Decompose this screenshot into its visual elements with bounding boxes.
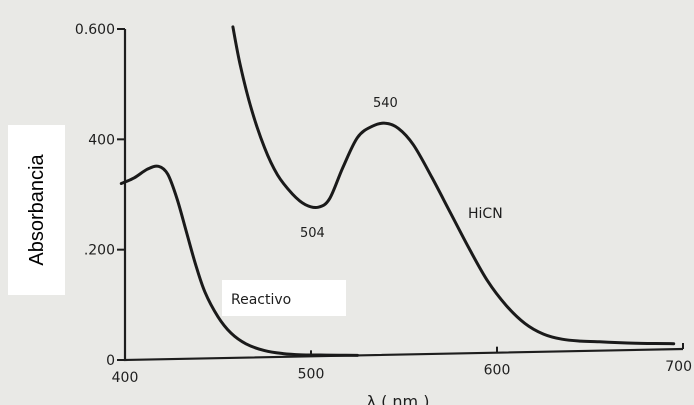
series-line-reactivo	[119, 164, 359, 357]
y-ticks: 0 .200 400 0.600	[75, 22, 125, 369]
y-tick-label: 0	[106, 353, 115, 369]
y-tick-label: 400	[88, 132, 115, 148]
x-tick-label: 700	[665, 359, 692, 375]
y-axis-label-box	[8, 125, 65, 295]
series-label-reactivo: Reactivo	[231, 292, 291, 308]
x-tick-label: 400	[112, 370, 139, 386]
peak-annotation: 504	[300, 226, 325, 241]
x-tick-label: 600	[484, 363, 511, 379]
series-line-hicn	[231, 25, 676, 346]
annotation-layer: 540 504	[300, 96, 398, 241]
peak-annotation: 540	[373, 96, 398, 111]
x-ticks: 400 500 600 700	[112, 343, 692, 386]
x-tick-label: 500	[298, 366, 325, 382]
series-layer	[119, 25, 676, 357]
series-label-hicn: HiCN	[468, 206, 503, 222]
y-tick-label: .200	[84, 243, 115, 259]
y-tick-label: 0.600	[75, 22, 115, 38]
y-axis-label: Absorbancia	[26, 154, 48, 266]
reactivo-label-box	[222, 280, 346, 316]
x-axis-label: λ ( nm )	[367, 392, 430, 405]
